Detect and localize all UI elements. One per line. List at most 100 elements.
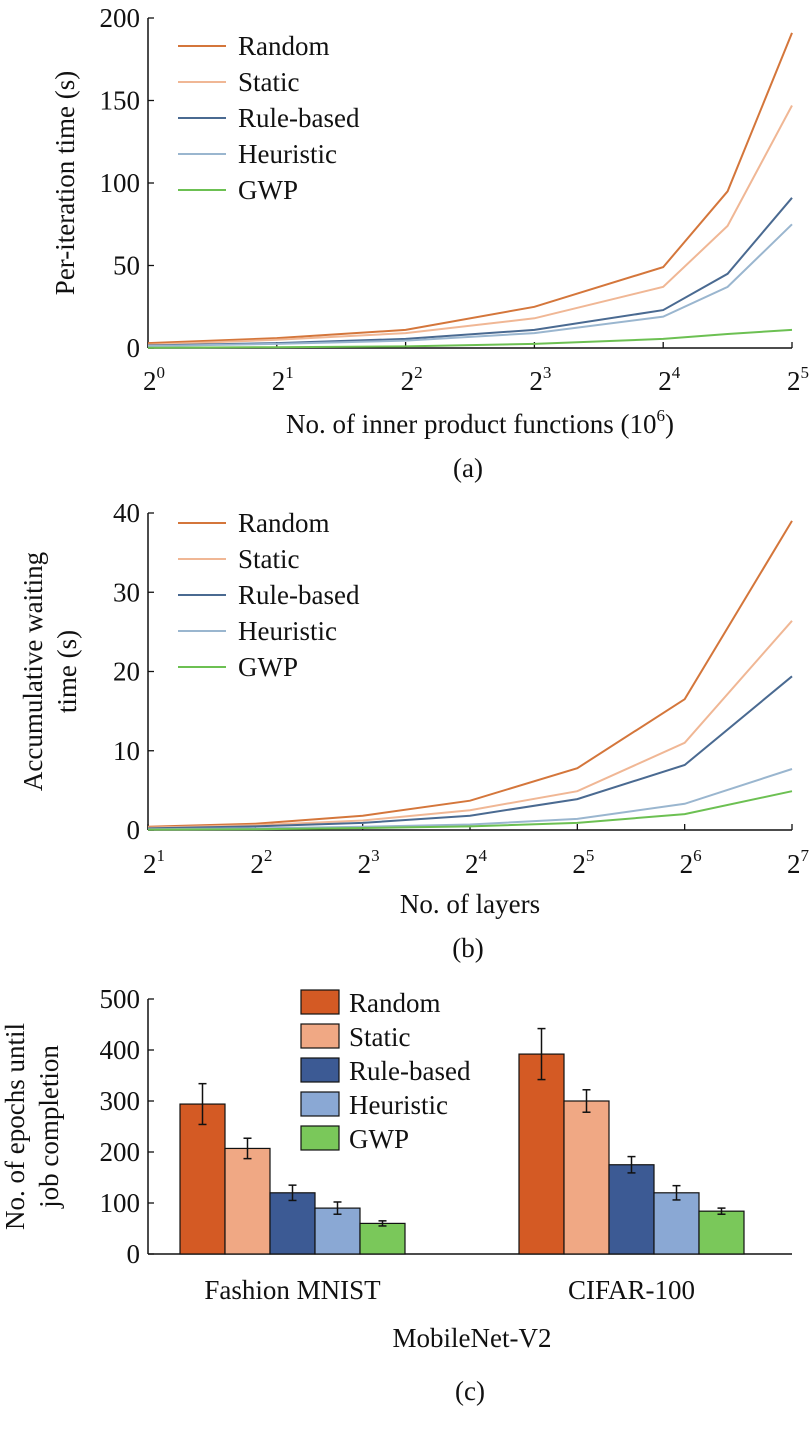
y-tick-label: 500	[100, 984, 141, 1014]
x-ticks: 21 22 23 24 25 26 27	[143, 824, 810, 879]
series-line-rule-based	[147, 197, 793, 347]
y-tick-label: 40	[113, 498, 140, 528]
x-tick-label: 23	[358, 846, 380, 879]
legend-label: GWP	[238, 175, 298, 205]
legend: Random Static Rule-based Heuristic GWP	[178, 508, 360, 682]
legend-label: GWP	[238, 652, 298, 682]
x-tick-label: 22	[401, 363, 423, 396]
x-axis-label: MobileNet-V2	[393, 1323, 552, 1353]
series-lines	[147, 520, 793, 831]
bar-static	[563, 1100, 610, 1255]
error-bar	[333, 1201, 342, 1215]
y-axis-label: No. of epochs until	[0, 1023, 30, 1230]
x-tick-label: 21	[272, 363, 294, 396]
series-line-heuristic	[147, 223, 793, 347]
chart-b: 0 10 20 30 40 21 22 23 24 25 26 27 Random Static Rule-…	[18, 498, 810, 963]
legend-swatch	[300, 1057, 340, 1083]
x-tick-label: 22	[250, 846, 272, 879]
bar-gwp	[698, 1210, 745, 1255]
legend-label: Rule-based	[238, 580, 360, 610]
y-tick-label: 150	[100, 86, 141, 116]
series-line-heuristic	[147, 768, 793, 831]
bars	[179, 1027, 745, 1255]
x-tick-label: 26	[680, 846, 702, 879]
series-line-random	[147, 520, 793, 828]
panel-caption: (b)	[452, 933, 483, 963]
error-bar	[288, 1184, 297, 1202]
y-ticks: 0 10 20 30 40	[113, 498, 154, 845]
legend-label: Static	[238, 544, 300, 574]
legend-swatch	[300, 1023, 340, 1049]
y-axis-label: Accumulative waiting	[18, 552, 48, 791]
legend-swatch	[300, 989, 340, 1015]
x-tick-label: 27	[787, 846, 810, 879]
category-label: CIFAR-100	[568, 1275, 695, 1305]
y-tick-label: 200	[100, 3, 141, 33]
bar-random	[518, 1053, 565, 1255]
x-tick-label: 24	[658, 363, 681, 396]
legend-label: Heuristic	[238, 139, 337, 169]
legend: Random Static Rule-based Heuristic GWP	[178, 31, 360, 205]
x-ticks: 20 21 22 23 24 25	[143, 342, 809, 396]
y-tick-label: 0	[127, 815, 141, 845]
x-axis-label: No. of inner product functions (106)	[286, 406, 674, 439]
x-tick-label: 24	[465, 846, 488, 879]
series-line-static	[147, 620, 793, 829]
legend-label: Heuristic	[349, 1090, 448, 1120]
legend-label: Heuristic	[238, 616, 337, 646]
y-tick-label: 50	[113, 251, 140, 281]
y-axis-label: Per-iteration time (s)	[50, 71, 80, 295]
error-bar	[198, 1082, 207, 1126]
chart-c: 0 100 200 300 400 500 Fashion MNIST CIFAR-100 Ra…	[0, 984, 792, 1406]
error-bar	[378, 1220, 387, 1227]
series-line-random	[147, 32, 793, 345]
legend-label: Static	[238, 67, 300, 97]
legend-label: Rule-based	[238, 103, 360, 133]
x-tick-label: 21	[143, 846, 165, 879]
x-tick-label: 25	[787, 363, 809, 396]
y-tick-label: 100	[100, 168, 141, 198]
y-tick-label: 200	[100, 1137, 141, 1167]
series-line-rule-based	[147, 675, 793, 830]
bar-random	[179, 1103, 226, 1255]
legend-label: GWP	[349, 1124, 409, 1154]
legend-label: Static	[349, 1022, 411, 1052]
y-axis-label: job completion	[34, 1045, 64, 1209]
legend-swatch	[300, 1091, 340, 1117]
series-line-gwp	[147, 790, 793, 831]
y-tick-label: 300	[100, 1086, 141, 1116]
category-label: Fashion MNIST	[204, 1275, 381, 1305]
y-tick-label: 400	[100, 1035, 141, 1065]
legend-swatch	[300, 1125, 340, 1151]
error-bar	[627, 1155, 636, 1174]
error-bar	[537, 1027, 546, 1081]
bar-rule-based	[269, 1192, 316, 1255]
y-tick-label: 100	[100, 1188, 141, 1218]
series-line-gwp	[147, 328, 793, 349]
y-tick-label: 30	[113, 577, 140, 607]
bar-heuristic	[314, 1207, 361, 1255]
chart-a: 0 50 100 150 200 20 21 22 23 24 25 Random Static Rule…	[50, 3, 809, 483]
bar-rule-based	[608, 1164, 655, 1255]
legend-label: Random	[349, 988, 441, 1018]
legend-label: Random	[238, 508, 330, 538]
series-lines	[147, 32, 793, 349]
x-axis-label: No. of layers	[400, 889, 540, 919]
error-bar	[672, 1184, 681, 1201]
y-ticks: 0 100 200 300 400 500	[100, 984, 154, 1269]
bar-gwp	[359, 1222, 406, 1255]
bar-heuristic	[653, 1192, 700, 1255]
series-line-static	[147, 105, 793, 346]
y-axis-label: time (s)	[52, 630, 82, 713]
x-tick-label: 20	[143, 363, 165, 396]
error-bar	[582, 1089, 591, 1113]
y-tick-label: 20	[113, 657, 140, 687]
y-tick-label: 10	[113, 736, 140, 766]
error-bar	[717, 1207, 726, 1215]
y-ticks: 0 50 100 150 200	[100, 3, 154, 363]
legend: Random Static Rule-based Heuristic GWP	[300, 988, 471, 1154]
y-tick-label: 0	[127, 333, 141, 363]
x-tick-label: 25	[572, 846, 594, 879]
x-tick-label: 23	[529, 363, 551, 396]
